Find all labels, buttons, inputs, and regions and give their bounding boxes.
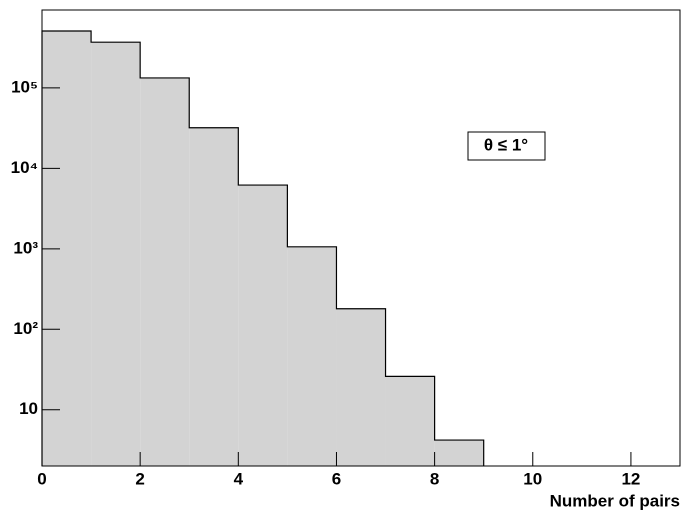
x-tick-label: 8 [430, 469, 439, 488]
histogram-outline [41, 30, 485, 466]
x-tick-label: 0 [37, 469, 46, 488]
bar [385, 376, 435, 466]
y-tick-label: 10³ [13, 238, 38, 257]
bar [238, 185, 288, 467]
y-tick-label: 10⁴ [11, 158, 38, 177]
x-tick-label: 6 [332, 469, 341, 488]
bar [336, 308, 386, 466]
y-tick-label: 10 [19, 399, 38, 418]
x-tick-label: 4 [234, 469, 244, 488]
x-tick-label: 2 [135, 469, 144, 488]
bar [140, 77, 190, 466]
x-axis-label: Number of pairs [550, 491, 680, 510]
plot-frame [41, 9, 681, 467]
x-tick-label: 10 [523, 469, 542, 488]
annotation-box [467, 131, 546, 161]
annotation: θ ≤ 1° [484, 135, 528, 154]
bar [189, 127, 239, 467]
y-tick-label: 10² [13, 319, 38, 338]
bar [287, 246, 337, 466]
bar [434, 440, 484, 466]
x-tick-label: 12 [621, 469, 640, 488]
bar [91, 42, 141, 467]
y-tick-label: 10⁵ [11, 77, 38, 96]
